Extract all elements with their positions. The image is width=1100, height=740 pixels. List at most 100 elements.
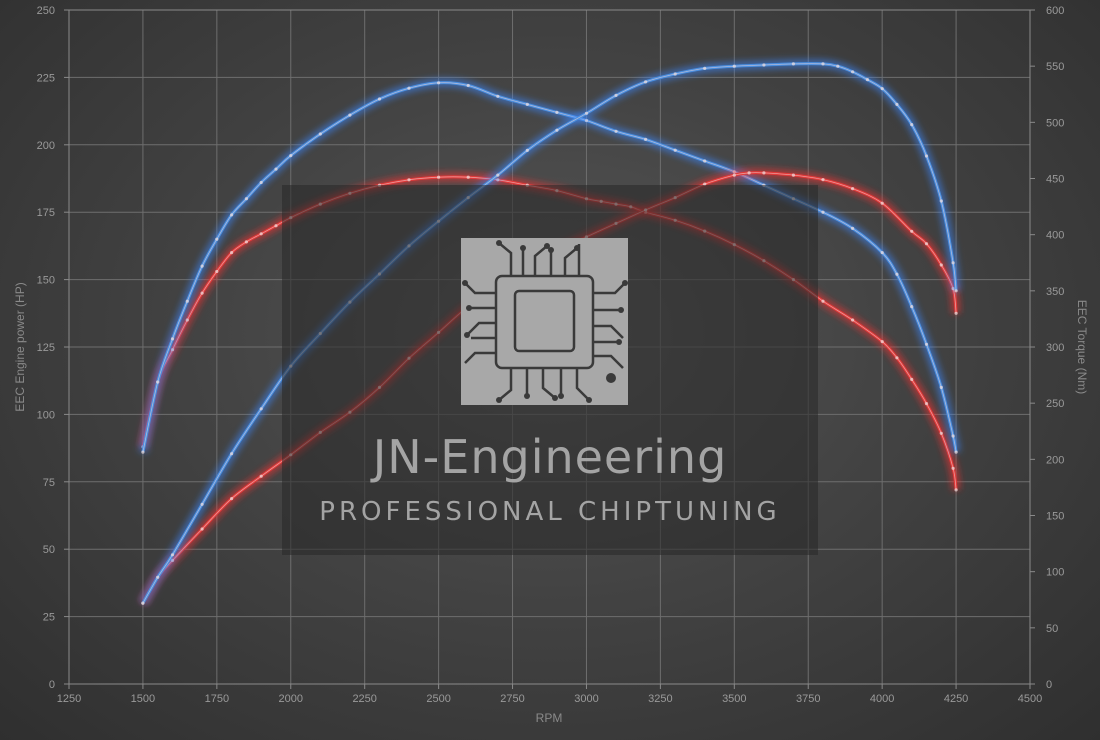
data-point: [244, 240, 248, 244]
y-right-tick-label: 600: [1046, 5, 1064, 17]
x-tick-label: 3750: [796, 693, 820, 705]
y-right-tick-label: 50: [1046, 623, 1058, 635]
data-point: [791, 62, 796, 66]
data-point: [584, 118, 589, 123]
data-point: [141, 601, 145, 605]
y-left-tick-label: 225: [37, 72, 55, 84]
y-right-axis-title: EEC Torque (Nm): [1075, 300, 1089, 394]
data-point: [895, 272, 899, 276]
data-point: [821, 62, 825, 66]
y-left-tick-label: 0: [49, 679, 55, 691]
x-tick-label: 1500: [131, 693, 155, 705]
data-point: [880, 201, 884, 205]
data-point: [407, 178, 411, 182]
data-point: [821, 299, 825, 303]
data-point: [939, 431, 943, 435]
y-right-tick-label: 400: [1046, 230, 1064, 242]
data-point: [230, 213, 234, 217]
data-point: [437, 175, 441, 179]
data-point: [951, 466, 955, 470]
data-point: [939, 385, 943, 389]
data-point: [703, 66, 707, 70]
y-left-tick-label: 175: [37, 207, 55, 219]
data-point: [880, 340, 884, 344]
data-point: [555, 110, 559, 114]
watermark-subtitle: PROFESSIONAL CHIPTUNING: [319, 497, 781, 527]
y-right-tick-label: 150: [1046, 511, 1064, 523]
data-point: [230, 452, 234, 456]
data-point: [954, 311, 958, 315]
data-point: [185, 318, 189, 322]
data-point: [274, 167, 278, 171]
data-point: [703, 182, 707, 186]
x-tick-label: 2250: [352, 693, 376, 705]
x-tick-label: 1250: [57, 693, 81, 705]
y-right-tick-label: 100: [1046, 567, 1064, 579]
x-tick-label: 1750: [205, 693, 229, 705]
data-point: [673, 148, 677, 152]
data-point: [865, 78, 870, 82]
data-point: [318, 132, 322, 136]
data-point: [496, 94, 500, 98]
data-point: [614, 93, 618, 97]
watermark-title: JN-Engineering: [372, 430, 728, 484]
data-point: [821, 178, 825, 182]
microchip-icon: [461, 238, 628, 405]
data-point: [289, 154, 293, 158]
data-point: [851, 318, 855, 322]
data-point: [230, 497, 234, 501]
y-left-tick-label: 250: [37, 5, 55, 17]
data-point: [836, 64, 840, 68]
x-tick-label: 2000: [279, 693, 303, 705]
series-tuned-power: [138, 78, 961, 454]
data-point: [259, 232, 263, 236]
data-point: [525, 148, 529, 152]
data-point: [762, 171, 766, 175]
y-left-tick-label: 125: [37, 342, 55, 354]
y-right-tick-label: 350: [1046, 286, 1064, 298]
data-point: [466, 83, 470, 88]
y-right-tick-label: 500: [1046, 117, 1064, 129]
data-point: [496, 173, 500, 177]
data-point: [762, 63, 766, 67]
x-tick-label: 4000: [870, 693, 894, 705]
data-point: [644, 137, 648, 141]
data-point: [466, 175, 470, 179]
data-point: [851, 70, 855, 74]
data-point: [954, 450, 958, 454]
data-point: [924, 342, 929, 346]
y-right-tick-label: 0: [1046, 679, 1052, 691]
data-point: [880, 87, 884, 91]
x-tick-label: 4250: [944, 693, 968, 705]
data-point: [200, 264, 204, 268]
data-point: [170, 337, 175, 341]
data-point: [673, 72, 677, 76]
y-left-tick-label: 100: [37, 409, 55, 421]
x-tick-label: 4500: [1018, 693, 1042, 705]
data-point: [910, 305, 914, 309]
y-right-tick-label: 250: [1046, 398, 1064, 410]
watermark: JN-Engineering PROFESSIONAL CHIPTUNING: [282, 185, 818, 555]
data-point: [614, 129, 618, 133]
data-point: [821, 210, 825, 214]
x-tick-label: 3500: [722, 693, 746, 705]
data-point: [732, 64, 736, 68]
data-point: [924, 154, 929, 158]
data-point: [924, 402, 929, 406]
data-point: [244, 197, 248, 201]
data-point: [185, 299, 189, 303]
data-point: [924, 242, 929, 246]
y-left-axis-title: EEC Engine power (HP): [13, 282, 27, 411]
data-point: [170, 553, 175, 557]
data-point: [703, 159, 707, 163]
data-point: [880, 251, 884, 255]
data-point: [851, 187, 855, 191]
y-left-tick-label: 75: [43, 477, 55, 489]
data-point: [895, 102, 899, 106]
data-point: [259, 407, 263, 411]
data-point: [555, 128, 559, 132]
y-left-tick-label: 150: [37, 275, 55, 287]
data-point: [274, 224, 278, 228]
data-point: [954, 289, 958, 293]
data-point: [200, 502, 204, 506]
